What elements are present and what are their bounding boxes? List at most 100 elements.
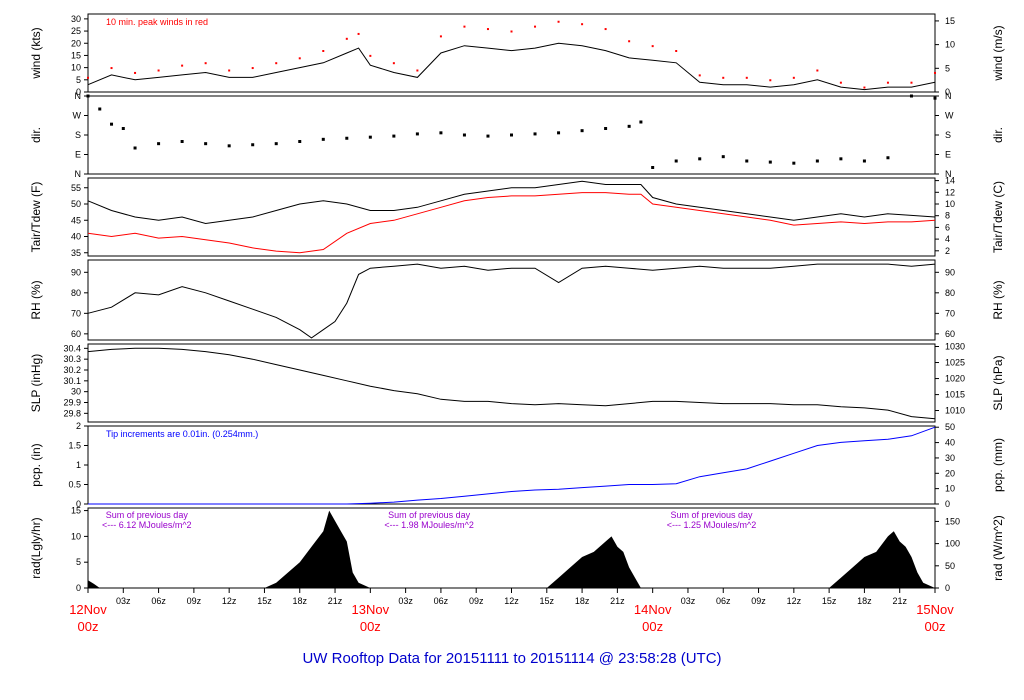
direction-point <box>627 124 631 128</box>
direction-point <box>298 140 302 143</box>
series-line-wind-speed <box>87 42 936 91</box>
peak-wind-point <box>392 62 395 65</box>
peak-wind-point <box>651 45 654 48</box>
peak-wind-point <box>839 81 842 84</box>
y-tick-label-right: 0 <box>945 87 950 97</box>
y-tick-label-right: 1015 <box>945 390 965 400</box>
y-tick-label-left: 30.4 <box>63 343 81 353</box>
y-axis-label-right: pcp. (mm) <box>991 438 1005 492</box>
peak-wind-point <box>792 76 795 79</box>
direction-point <box>462 133 466 137</box>
peak-wind-point <box>557 20 560 23</box>
y-tick-label-left: 90 <box>71 267 81 277</box>
y-tick-label-right: 12 <box>945 187 955 197</box>
x-tick-label: 12z <box>222 596 237 606</box>
peak-wind-point <box>298 57 301 60</box>
y-tick-label-right: 0 <box>945 499 950 509</box>
peak-wind-point <box>416 69 419 72</box>
y-tick-label-right: 10 <box>945 199 955 209</box>
x-tick-label: 18z <box>292 596 307 606</box>
direction-point <box>792 161 796 165</box>
y-axis-label-left: dir. <box>29 127 43 143</box>
y-tick-label-left: 0 <box>76 583 81 593</box>
x-tick-label: 09z <box>751 596 766 606</box>
peak-wind-point <box>722 76 725 79</box>
y-tick-label-right: 60 <box>945 329 955 339</box>
direction-point <box>639 120 643 124</box>
peak-wind-point <box>110 67 113 70</box>
y-tick-label-left: 50 <box>71 199 81 209</box>
x-tick-label: 09z <box>469 596 484 606</box>
panel-direction <box>84 94 939 175</box>
y-tick-label-right: 14 <box>945 176 955 186</box>
x-tick-label: 15z <box>540 596 555 606</box>
y-tick-label-left: 15 <box>71 506 81 516</box>
peak-wind-point <box>581 23 584 26</box>
y-tick-label-left: 80 <box>71 288 81 298</box>
x-tick-label: 21z <box>610 596 625 606</box>
y-axis-label-right: SLP (hPa) <box>991 355 1005 410</box>
y-tick-label-left: 40 <box>71 232 81 242</box>
radiation-sum-label: Sum of previous day <box>670 510 753 520</box>
direction-point <box>604 127 608 130</box>
direction-point <box>886 156 890 160</box>
radiation-sum-value: <--- 1.25 MJoules/m^2 <box>667 520 757 530</box>
radiation-area <box>88 510 935 588</box>
y-tick-label-left: 30 <box>71 14 81 24</box>
y-tick-label-right: 1030 <box>945 341 965 351</box>
peak-wind-point <box>910 81 913 84</box>
peak-wind-point <box>181 64 184 67</box>
direction-point <box>157 142 161 146</box>
x-date-sublabel: 00z <box>642 619 663 634</box>
y-tick-label-right: N <box>945 169 952 179</box>
y-tick-label-left: N <box>75 169 82 179</box>
radiation-sum-value: <--- 1.98 MJoules/m^2 <box>384 520 474 530</box>
x-tick-label: 21z <box>892 596 907 606</box>
direction-point <box>486 134 490 138</box>
x-tick-label: 03z <box>398 596 413 606</box>
panel-relative-humidity <box>84 259 939 341</box>
x-tick-label: 15z <box>822 596 837 606</box>
y-axis-label-left: wind (kts) <box>29 27 43 79</box>
y-tick-label-left: 30 <box>71 387 81 397</box>
y-tick-label-left: 1 <box>76 460 81 470</box>
y-tick-label-left: 0.5 <box>68 480 81 490</box>
series-line-RH <box>87 263 936 339</box>
y-tick-label-right: 30 <box>945 453 955 463</box>
y-tick-label-right: 1010 <box>945 406 965 416</box>
y-axis-label-right: rad (W/m^2) <box>991 515 1005 581</box>
y-tick-label-left: 0 <box>76 87 81 97</box>
direction-point <box>415 132 419 136</box>
y-tick-label-right: W <box>945 111 954 121</box>
y-axis-label-right: Tair/Tdew (C) <box>991 181 1005 253</box>
peak-wind-point <box>134 71 137 74</box>
y-tick-label-left: 2 <box>76 421 81 431</box>
x-tick-label: 03z <box>681 596 696 606</box>
peak-wind-point <box>87 76 89 79</box>
x-tick-label: 09z <box>187 596 202 606</box>
x-tick-label: 18z <box>575 596 590 606</box>
y-tick-label-right: 2 <box>945 246 950 256</box>
peak-wind-point <box>439 35 442 38</box>
panel-frame <box>87 13 936 93</box>
y-tick-label-left: 30.1 <box>63 376 81 386</box>
y-tick-label-right: S <box>945 130 951 140</box>
y-tick-label-right: 0 <box>945 583 950 593</box>
x-date-sublabel: 00z <box>925 619 946 634</box>
series-line-cumulative-precipitation <box>88 426 936 505</box>
peak-wind-point <box>675 50 678 52</box>
direction-point <box>321 137 325 141</box>
panel-frame <box>87 343 936 423</box>
y-tick-label-right: 20 <box>945 468 955 478</box>
y-axis-label-right: RH (%) <box>991 280 1005 319</box>
direction-point <box>121 127 125 130</box>
y-tick-label-right: 10 <box>945 484 955 494</box>
y-axis-label-right: dir. <box>991 127 1005 143</box>
series-line-Tdew <box>87 192 936 254</box>
y-tick-label-right: 40 <box>945 438 955 448</box>
y-tick-label-right: 4 <box>945 234 950 244</box>
y-tick-label-left: S <box>75 130 81 140</box>
peak-wind-point <box>157 69 160 72</box>
panel-annotation: Tip increments are 0.01in. (0.254mm.) <box>106 429 258 439</box>
series-line-Tair <box>87 180 936 225</box>
